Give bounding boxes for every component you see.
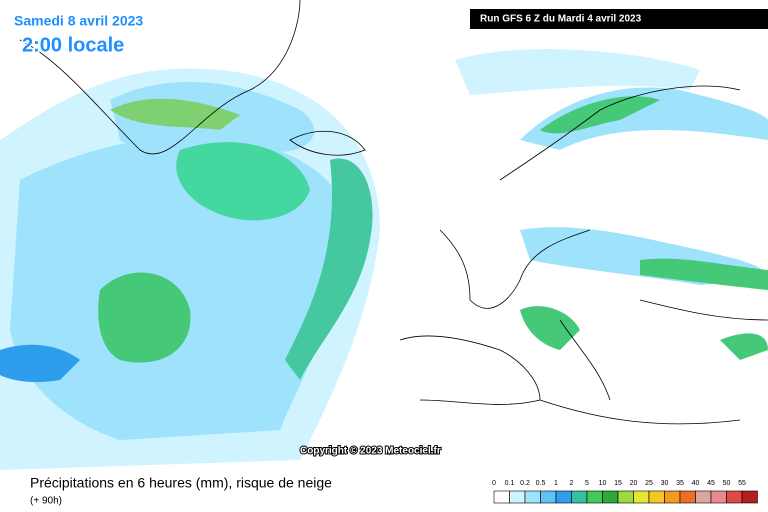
legend-swatch <box>571 490 588 504</box>
legend-swatch <box>710 490 727 504</box>
legend-label: 0.2 <box>520 480 530 487</box>
legend-swatch <box>493 490 510 504</box>
legend-label: 40 <box>692 480 700 487</box>
map-date: Samedi 8 avril 2023 <box>14 13 143 29</box>
legend-label: 55 <box>738 480 746 487</box>
precipitation <box>0 49 768 470</box>
legend-label: 2 <box>570 480 574 487</box>
legend-label: 25 <box>645 480 653 487</box>
legend-swatch <box>648 490 665 504</box>
legend-swatch <box>741 490 758 504</box>
legend-swatch <box>633 490 650 504</box>
legend-swatch <box>509 490 526 504</box>
legend-label: 45 <box>707 480 715 487</box>
legend-swatch <box>664 490 681 504</box>
legend-swatch <box>617 490 634 504</box>
legend-swatch <box>586 490 603 504</box>
copyright: Copyright © 2023 Meteociel.fr <box>300 446 441 457</box>
legend-label: 35 <box>676 480 684 487</box>
legend-label: 15 <box>614 480 622 487</box>
legend-label: 50 <box>723 480 731 487</box>
legend: 0 0.1 0.2 0.5 1 2 5 10 15 20 25 30 35 40 45 50 55 <box>492 480 758 504</box>
legend-swatch <box>726 490 743 504</box>
run-box <box>470 9 768 29</box>
legend-label: 0.1 <box>505 480 515 487</box>
footer-subtitle: (+ 90h) <box>30 496 62 507</box>
legend-label: 0.5 <box>536 480 546 487</box>
legend-label: 20 <box>630 480 638 487</box>
legend-label: 0 <box>492 480 496 487</box>
legend-swatch <box>679 490 696 504</box>
footer-title: Précipitations en 6 heures (mm), risque … <box>30 475 332 491</box>
legend-swatch <box>524 490 541 504</box>
map-time: 2:00 locale <box>22 34 124 56</box>
legend-swatch <box>602 490 619 504</box>
legend-swatch <box>555 490 572 504</box>
legend-label: 30 <box>661 480 669 487</box>
legend-swatch <box>695 490 712 504</box>
legend-swatch <box>540 490 557 504</box>
coastlines <box>19 0 768 425</box>
legend-label: 1 <box>554 480 558 487</box>
run-label: Run GFS 6 Z du Mardi 4 avril 2023 <box>480 14 642 25</box>
legend-label: 10 <box>599 480 607 487</box>
legend-label: 5 <box>585 480 589 487</box>
